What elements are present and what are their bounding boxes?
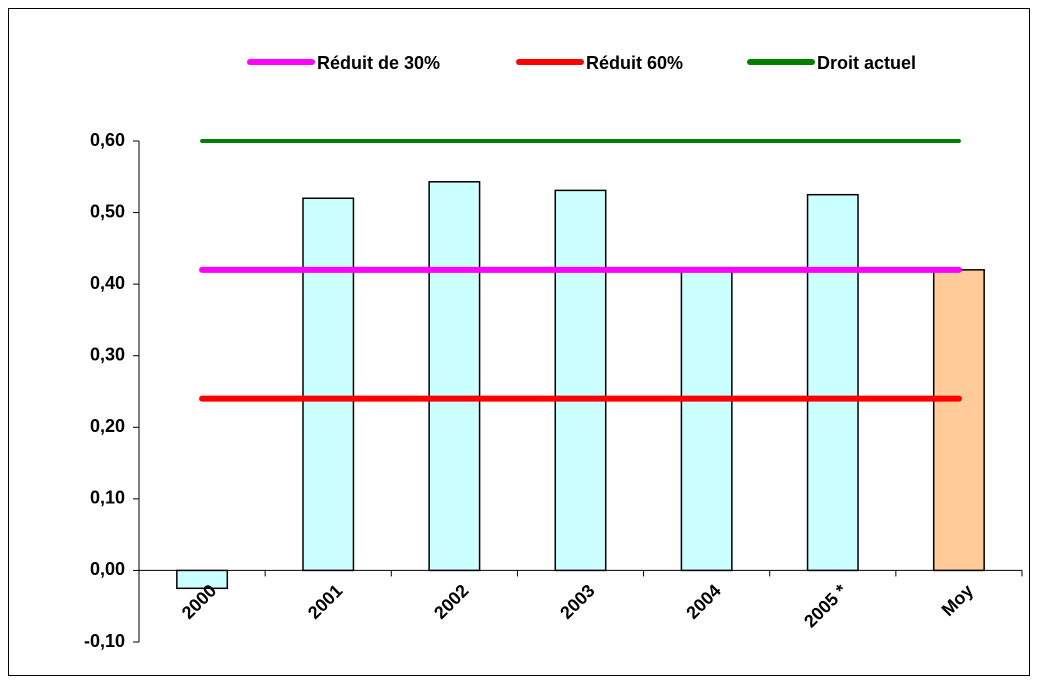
bar	[554, 189, 607, 572]
legend-label: Réduit de 30%	[317, 53, 440, 73]
y-tick-label: 0,50	[90, 201, 125, 221]
bar	[680, 266, 733, 572]
y-tick-label: -0,10	[84, 631, 125, 651]
y-tick-label: 0,30	[90, 344, 125, 364]
legend-label: Réduit 60%	[586, 53, 683, 73]
chart-frame	[8, 8, 1030, 676]
y-tick-label: 0,20	[90, 416, 125, 436]
y-tick-label: 0,00	[90, 559, 125, 579]
y-tick-label: 0,60	[90, 130, 125, 150]
legend-label: Droit actuel	[817, 53, 916, 73]
bar	[428, 181, 481, 572]
bar	[806, 193, 859, 572]
bar	[302, 197, 355, 572]
bar	[932, 269, 985, 572]
y-tick-label: 0,10	[90, 488, 125, 508]
y-tick-label: 0,40	[90, 273, 125, 293]
